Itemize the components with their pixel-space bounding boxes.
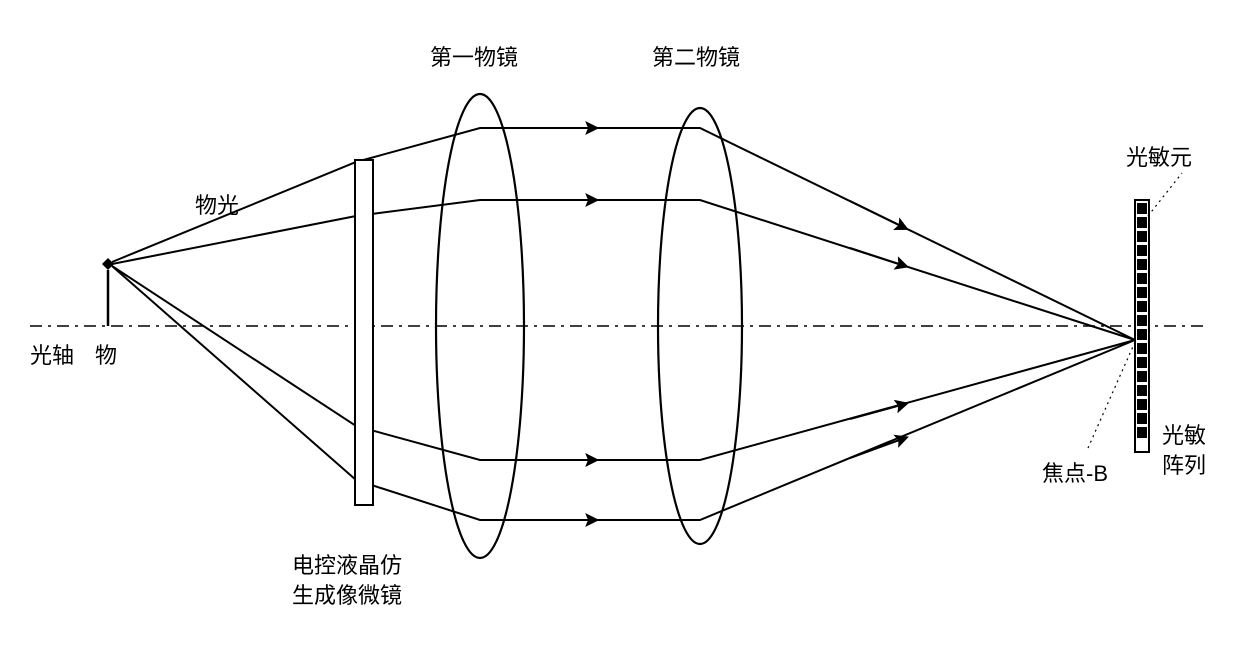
label-second-lens: 第二物镜 — [652, 40, 740, 72]
label-focal-point-b: 焦点-B — [1042, 456, 1108, 488]
label-optical-axis: 光轴 — [30, 338, 74, 370]
label-object: 物 — [95, 338, 117, 370]
label-photosensitive-array-line1: 光敏 — [1162, 418, 1206, 450]
label-object-light: 物光 — [195, 188, 239, 220]
photosensitive-array — [1135, 200, 1149, 452]
label-photosensitive-array-line2: 阵列 — [1162, 448, 1206, 480]
label-photosensitive-element: 光敏元 — [1126, 140, 1192, 172]
lc-micromirror-plate — [355, 160, 373, 505]
object-arrow — [102, 258, 114, 326]
label-lc-micromirror-line2: 生成像微镜 — [292, 578, 402, 610]
light-rays — [112, 128, 1135, 520]
diagram-canvas: 光轴 物 物光 电控液晶仿 生成像微镜 第一物镜 第二物镜 光敏元 焦点-B 光… — [0, 0, 1240, 652]
optical-diagram-svg — [0, 0, 1240, 652]
label-lc-micromirror-line1: 电控液晶仿 — [292, 548, 402, 580]
label-first-lens: 第一物镜 — [430, 40, 518, 72]
